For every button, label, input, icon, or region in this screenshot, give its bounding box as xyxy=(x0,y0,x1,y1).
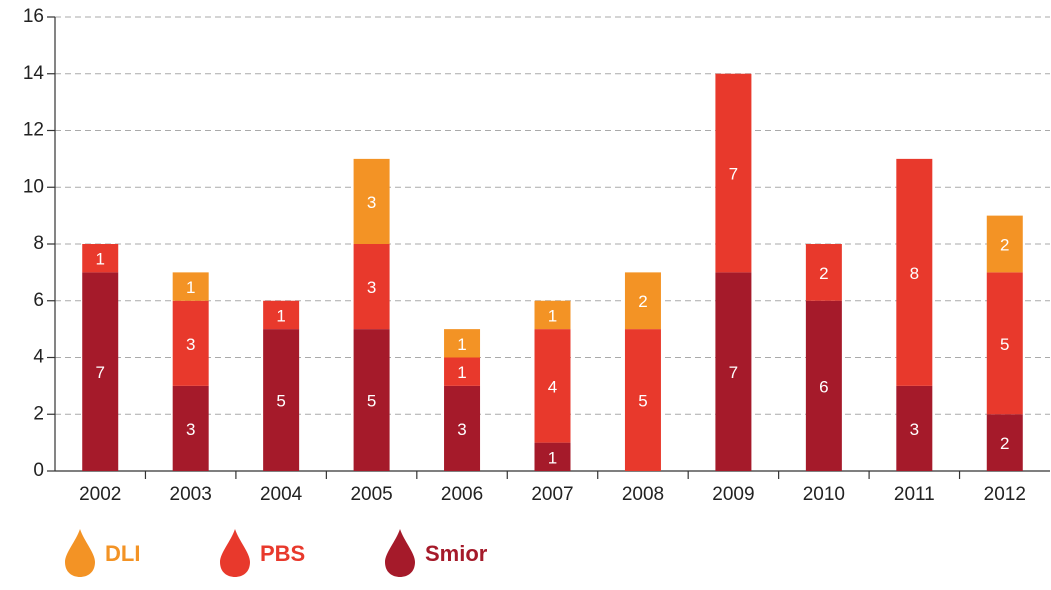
bar-value-label: 1 xyxy=(548,306,557,325)
bar-segment xyxy=(353,158,390,244)
legend-swatch xyxy=(385,529,415,577)
bar-value-label: 1 xyxy=(548,448,557,467)
x-tick-label: 2007 xyxy=(531,484,573,505)
legend-label: DLI xyxy=(105,541,140,566)
bar-value-label: 3 xyxy=(186,420,195,439)
bar-value-label: 7 xyxy=(95,363,104,382)
bar-segment xyxy=(263,300,300,330)
bar-value-label: 3 xyxy=(186,335,195,354)
bar-value-label: 7 xyxy=(729,363,738,382)
bar-segment xyxy=(986,215,1023,273)
bar-segment xyxy=(172,300,209,386)
y-tick-label: 8 xyxy=(33,233,44,254)
bar-segment xyxy=(353,244,390,330)
bar-segment xyxy=(624,272,661,330)
legend-label: Smior xyxy=(425,541,488,566)
y-tick-label: 14 xyxy=(23,63,45,84)
bar-segment xyxy=(444,329,481,358)
bar-value-label: 6 xyxy=(819,377,828,396)
y-tick-label: 2 xyxy=(33,403,44,424)
x-tick-label: 2009 xyxy=(712,484,754,505)
x-tick-label: 2003 xyxy=(170,484,212,505)
bar-value-label: 3 xyxy=(910,420,919,439)
bar-value-label: 3 xyxy=(367,193,376,212)
bar-value-label: 1 xyxy=(186,278,195,297)
y-tick-label: 0 xyxy=(33,460,44,481)
bar-segment xyxy=(715,272,752,471)
x-tick-label: 2006 xyxy=(441,484,483,505)
bar-value-label: 4 xyxy=(548,377,557,396)
bar-segment xyxy=(82,272,119,471)
bar-segment xyxy=(263,329,300,471)
bar-value-label: 2 xyxy=(1000,434,1009,453)
bar-value-label: 5 xyxy=(1000,335,1009,354)
x-tick-label: 2004 xyxy=(260,484,303,505)
x-tick-label: 2011 xyxy=(894,484,935,505)
bar-value-label: 1 xyxy=(276,306,285,325)
bar-value-label: 8 xyxy=(910,264,919,283)
legend-swatch xyxy=(65,529,95,577)
y-tick-label: 4 xyxy=(33,347,44,368)
bar-value-label: 2 xyxy=(1000,235,1009,254)
y-tick-label: 10 xyxy=(23,176,44,197)
bar-segment xyxy=(896,158,933,386)
y-tick-label: 6 xyxy=(33,290,44,311)
bar-value-label: 3 xyxy=(367,278,376,297)
bar-value-label: 1 xyxy=(457,335,466,354)
bar-segment xyxy=(986,414,1023,471)
bar-segment xyxy=(715,73,752,273)
bar-value-label: 1 xyxy=(457,363,466,382)
bar-value-label: 7 xyxy=(729,165,738,184)
bar-segment xyxy=(172,385,209,471)
bar-value-label: 5 xyxy=(638,392,647,411)
bar-segment xyxy=(896,385,933,471)
bar-value-label: 3 xyxy=(457,420,466,439)
y-tick-label: 16 xyxy=(23,6,44,27)
x-tick-label: 2012 xyxy=(984,484,1026,505)
bar-value-label: 2 xyxy=(819,264,828,283)
x-tick-label: 2008 xyxy=(622,484,664,505)
y-tick-label: 12 xyxy=(23,120,44,141)
bar-segment xyxy=(534,300,571,330)
bar-value-label: 2 xyxy=(638,292,647,311)
legend-label: PBS xyxy=(260,541,305,566)
bar-segment xyxy=(805,244,842,301)
bar-segment xyxy=(805,300,842,471)
bar-segment xyxy=(534,329,571,443)
bar-segment xyxy=(986,272,1023,415)
bar-segment xyxy=(534,442,571,471)
x-tick-label: 2005 xyxy=(350,484,392,505)
bar-value-label: 5 xyxy=(367,392,376,411)
bar-segment xyxy=(82,244,119,273)
bar-segment xyxy=(172,272,209,301)
bar-segment xyxy=(444,357,481,386)
bar-value-label: 5 xyxy=(276,392,285,411)
bar-value-label: 1 xyxy=(95,250,104,269)
bar-segment xyxy=(444,385,481,471)
bar-segment xyxy=(624,329,661,471)
bar-segment xyxy=(353,329,390,471)
x-tick-label: 2002 xyxy=(79,484,121,505)
legend-swatch xyxy=(220,529,250,577)
x-tick-label: 2010 xyxy=(803,484,845,505)
